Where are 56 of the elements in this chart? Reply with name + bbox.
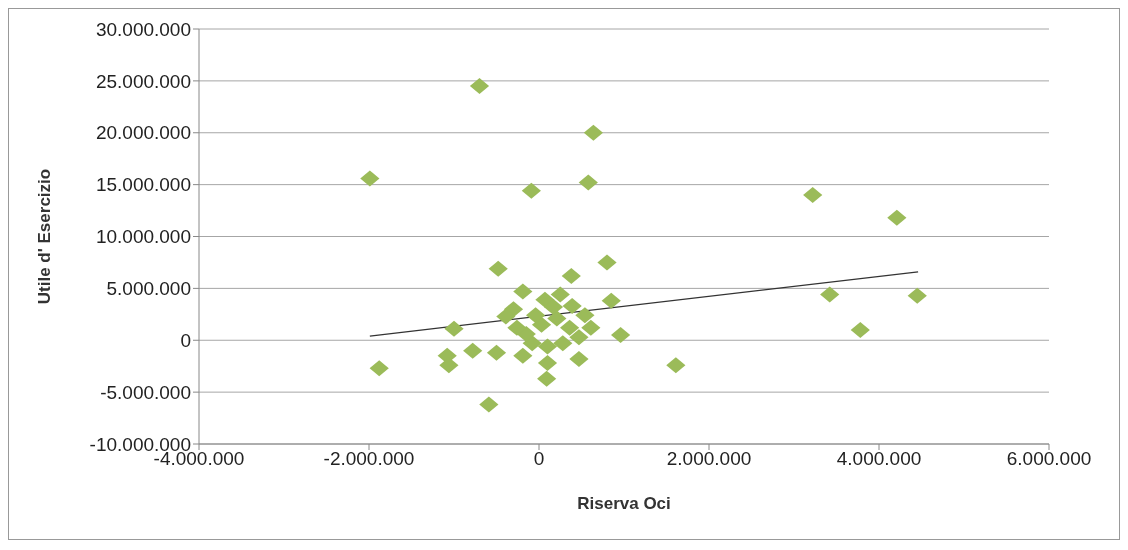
x-tick-label: 6.000.000 [1006, 448, 1092, 470]
point [581, 319, 601, 336]
point [666, 357, 686, 374]
point [360, 170, 380, 187]
point [597, 254, 617, 271]
point [513, 283, 533, 300]
point [479, 396, 499, 413]
point [439, 357, 459, 374]
point [887, 209, 907, 226]
point [601, 292, 621, 309]
point [369, 360, 389, 377]
point [553, 335, 573, 352]
y-tick-label: 30.000.000 [95, 18, 191, 40]
x-tick-label: -2.000.000 [323, 448, 415, 470]
point [820, 286, 840, 303]
point [547, 310, 567, 327]
point [531, 316, 552, 333]
point [578, 174, 598, 191]
y-tick-label: 0 [180, 329, 191, 351]
point [488, 260, 508, 277]
x-tick-label: 4.000.000 [836, 448, 922, 470]
point [507, 319, 527, 336]
point [561, 267, 581, 284]
point [569, 350, 589, 367]
y-tick-label: 5.000.000 [106, 278, 191, 300]
x-axis-title: Riserva Oci [577, 494, 671, 513]
y-tick-label: 15.000.000 [95, 174, 191, 196]
point [496, 308, 516, 325]
point [803, 187, 823, 203]
point [543, 299, 564, 316]
point [575, 307, 595, 324]
y-axis-title: Utile d' Esercizio [35, 168, 55, 305]
x-tick-label: 2.000.000 [666, 448, 752, 470]
point [537, 355, 558, 372]
point [583, 124, 603, 141]
y-tick-label: 25.000.000 [95, 70, 191, 92]
y-tick-label: 10.000.000 [95, 226, 191, 248]
x-tick-label: 0 [533, 448, 545, 470]
point [550, 286, 570, 303]
y-tick-label: -5.000.000 [100, 381, 191, 403]
point [537, 370, 557, 387]
point [444, 320, 464, 337]
point [537, 338, 558, 355]
point [562, 298, 582, 315]
point [513, 347, 533, 364]
point [486, 344, 507, 361]
point [526, 307, 546, 324]
y-tick-label: 20.000.000 [95, 122, 191, 144]
point [611, 327, 631, 344]
point [469, 78, 490, 95]
point [907, 287, 927, 304]
point [521, 182, 541, 199]
point [569, 329, 589, 346]
point [850, 321, 870, 338]
point [560, 319, 580, 336]
point [463, 342, 483, 359]
